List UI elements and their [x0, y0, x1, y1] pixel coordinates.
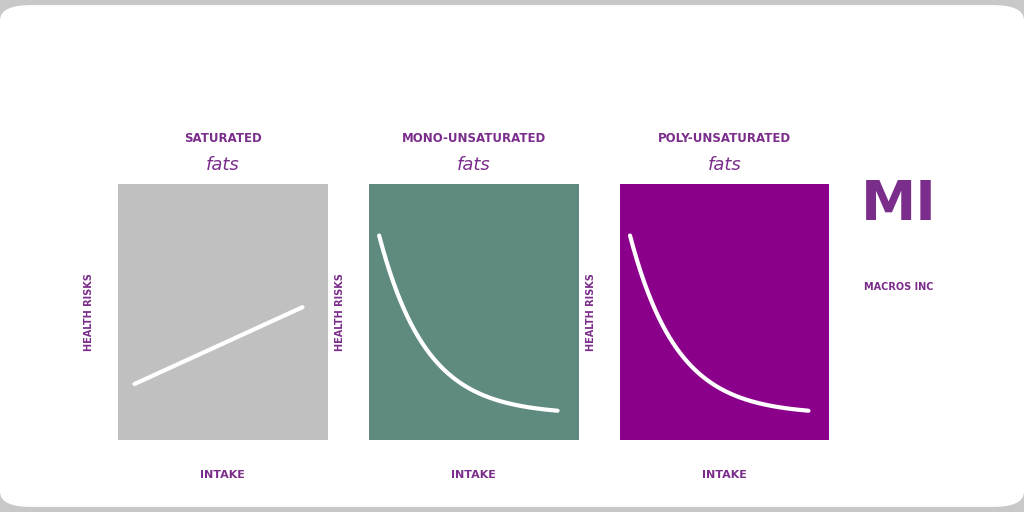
Text: fats: fats — [457, 156, 490, 174]
Text: HEALTH RISKS: HEALTH RISKS — [586, 273, 596, 351]
Text: POLY-UNSATURATED: POLY-UNSATURATED — [657, 132, 792, 145]
Text: HEALTH RISKS: HEALTH RISKS — [84, 273, 94, 351]
Text: fats: fats — [708, 156, 741, 174]
Text: INTAKE: INTAKE — [452, 470, 496, 480]
Text: INTAKE: INTAKE — [702, 470, 746, 480]
Text: fats: fats — [206, 156, 240, 174]
Text: HEALTH RISKS: HEALTH RISKS — [335, 273, 345, 351]
Text: SATURATED: SATURATED — [184, 132, 261, 145]
Text: MI: MI — [861, 178, 937, 232]
Text: MACROS INC: MACROS INC — [864, 282, 934, 292]
Text: MONO-UNSATURATED: MONO-UNSATURATED — [401, 132, 546, 145]
Text: INTAKE: INTAKE — [201, 470, 245, 480]
